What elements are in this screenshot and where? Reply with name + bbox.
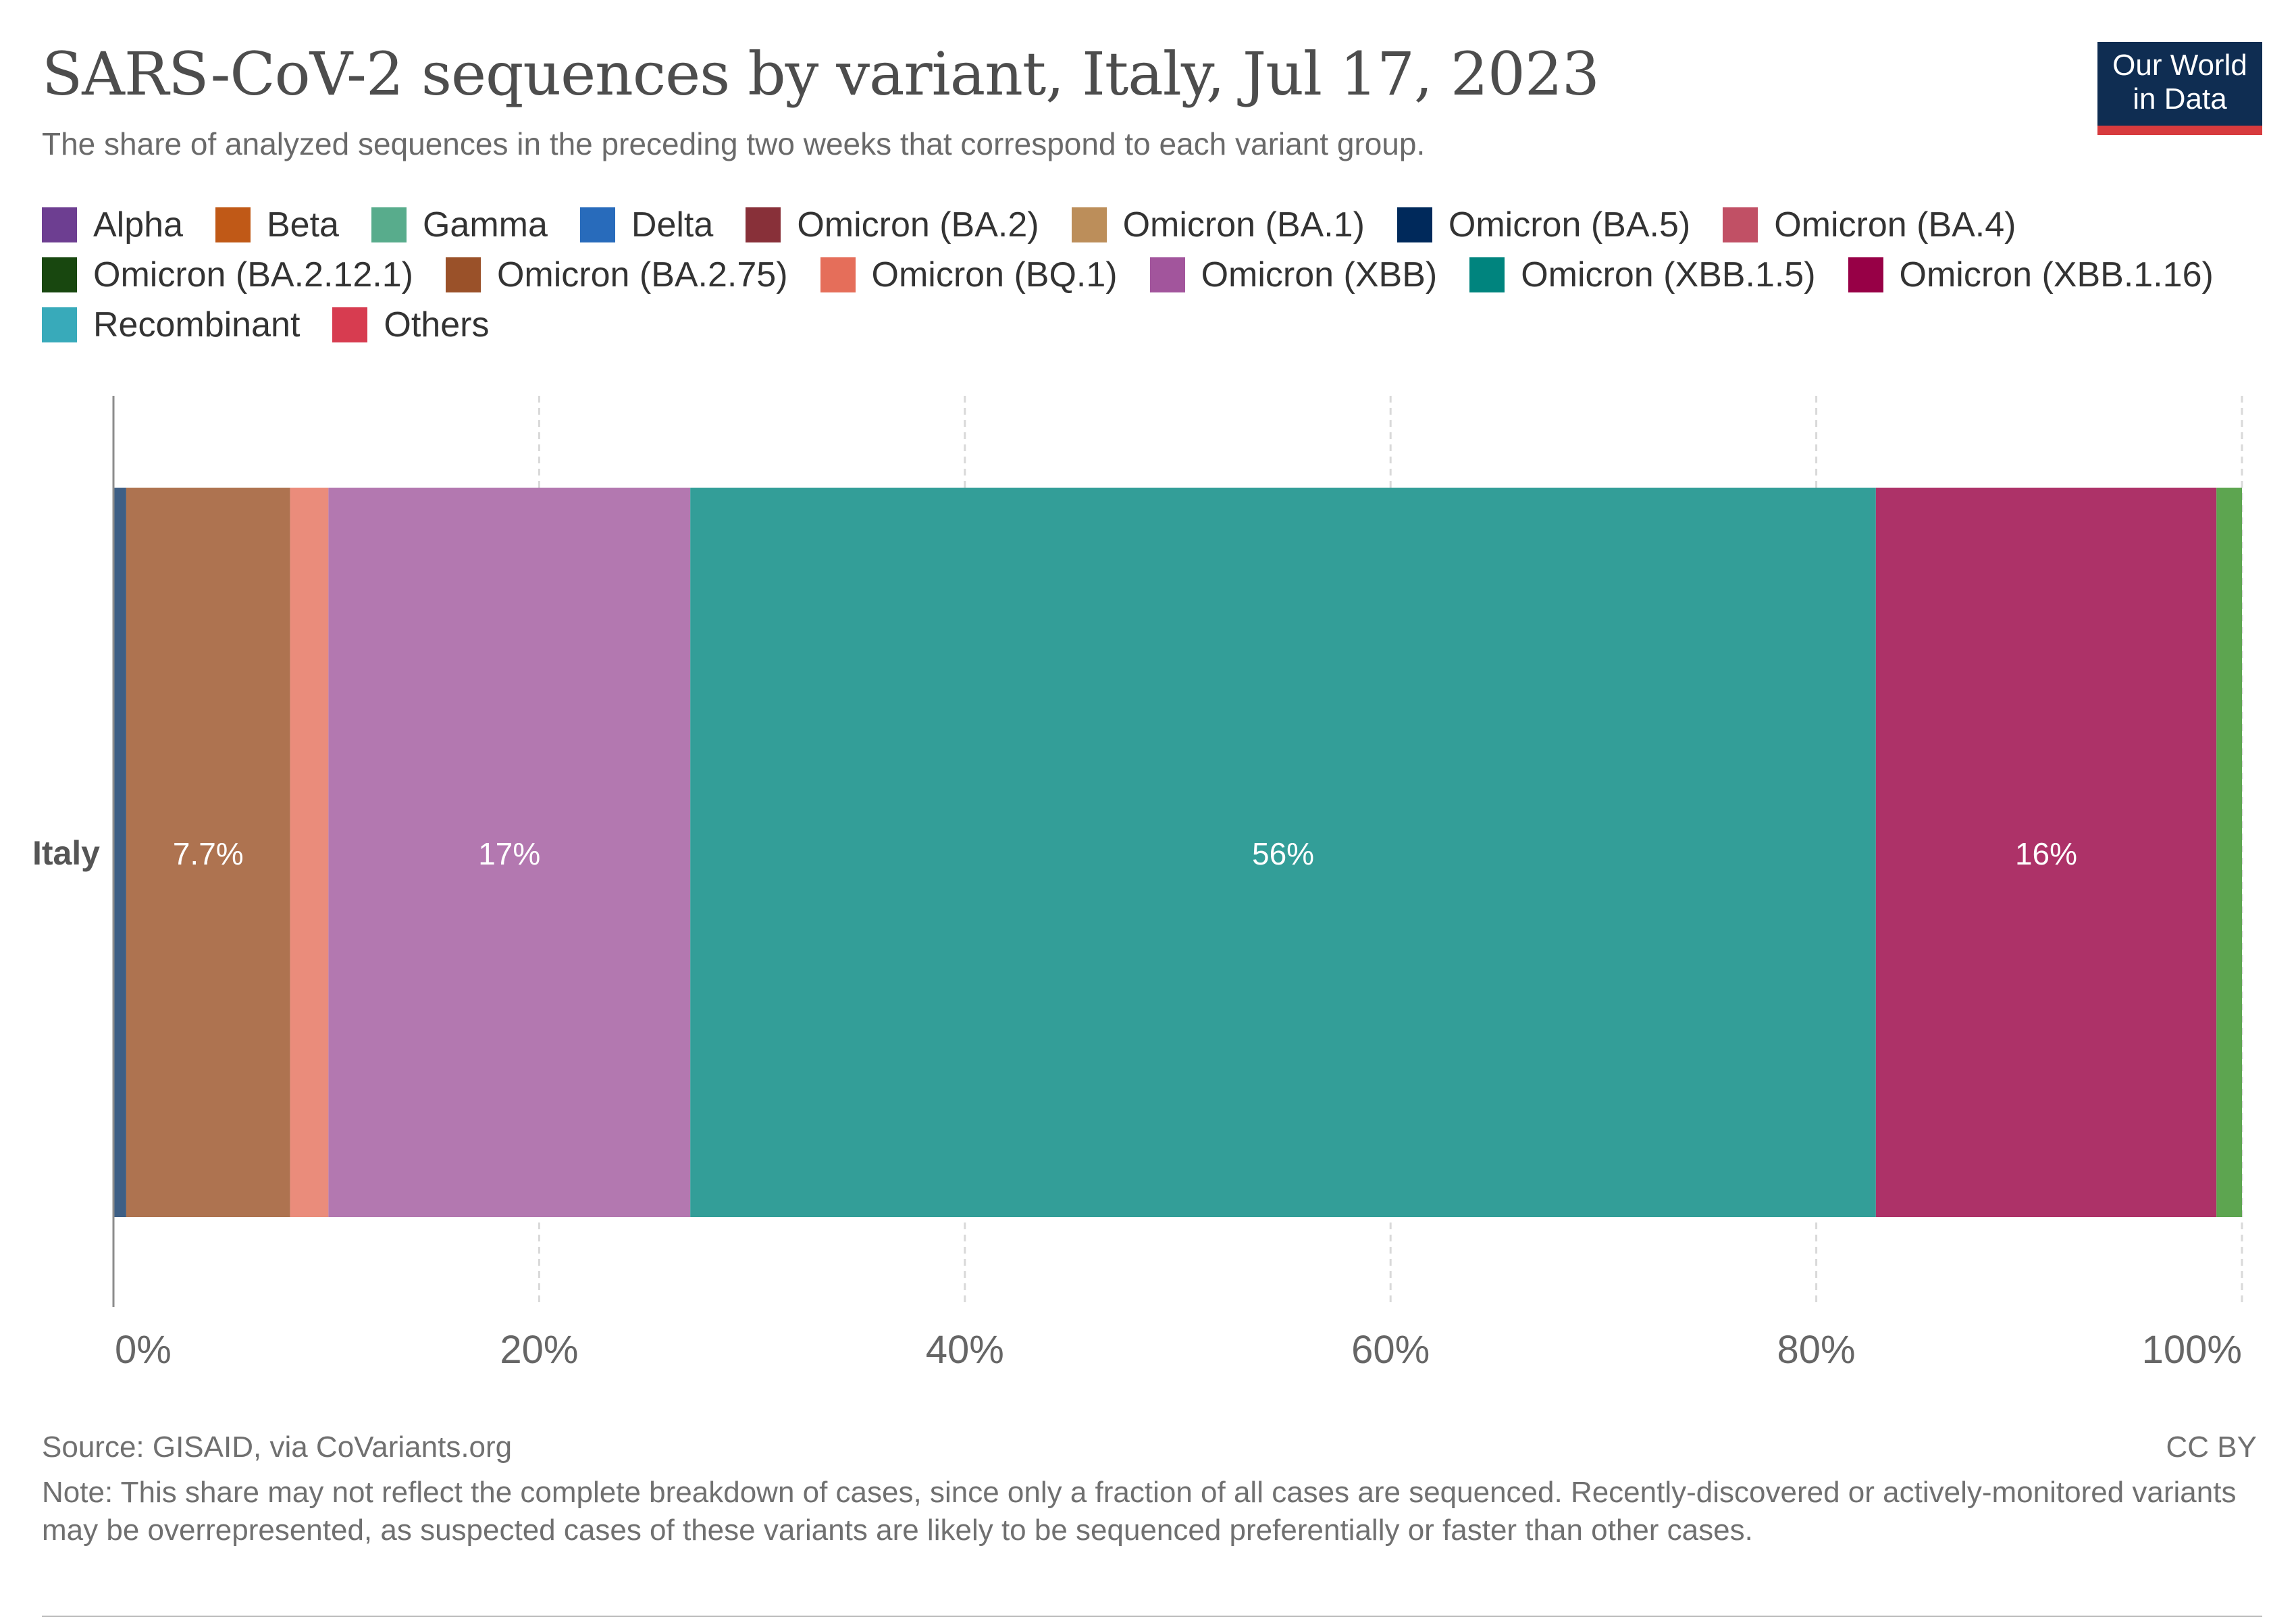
data-label: 17%: [478, 836, 540, 871]
bar-segment[interactable]: [290, 488, 329, 1217]
legend-item[interactable]: Omicron (XBB.1.5): [1469, 255, 1816, 295]
legend-swatch: [1469, 257, 1505, 292]
legend-swatch: [42, 207, 77, 242]
logo-line-2: in Data: [2133, 82, 2227, 115]
x-tick-label: 0%: [115, 1328, 172, 1372]
legend-label: Recombinant: [93, 305, 301, 344]
logo-accent-bar: [2097, 126, 2262, 135]
bar-segment[interactable]: [328, 488, 691, 1217]
legend-swatch: [1723, 207, 1758, 242]
data-label: 7.7%: [173, 836, 244, 871]
legend-item[interactable]: Recombinant: [42, 305, 300, 345]
legend-swatch: [42, 257, 77, 292]
legend-item[interactable]: Alpha: [42, 205, 183, 245]
chart-subtitle: The share of analyzed sequences in the p…: [42, 126, 1426, 161]
legend-label: Omicron (XBB.1.16): [1899, 255, 2214, 294]
legend-item[interactable]: Omicron (XBB): [1149, 255, 1438, 295]
legend-swatch: [1397, 207, 1432, 242]
legend-label: Omicron (BA.1): [1122, 205, 1365, 245]
legend-label: Omicron (BA.2.75): [496, 255, 788, 294]
legend-item[interactable]: Omicron (BQ.1): [820, 255, 1118, 295]
legend-swatch: [332, 307, 368, 342]
legend-label: Others: [384, 305, 490, 344]
legend-label: Omicron (BA.5): [1448, 205, 1691, 245]
legend-swatch: [1071, 207, 1107, 242]
logo-line-1: Our World: [2112, 49, 2247, 82]
category-label: Italy: [32, 834, 100, 872]
legend-label: Omicron (BA.2): [797, 205, 1039, 245]
legend-label: Alpha: [93, 205, 183, 245]
legend-label: Omicron (BA.2.12.1): [93, 255, 413, 294]
legend-label: Gamma: [422, 205, 548, 245]
bar-segment[interactable]: [1875, 488, 2217, 1217]
legend-item[interactable]: Others: [332, 305, 489, 345]
legend-item[interactable]: Omicron (XBB.1.16): [1848, 255, 2214, 295]
x-tick-label: 80%: [1777, 1328, 1856, 1372]
legend-label: Omicron (XBB): [1201, 255, 1438, 294]
bar-segment[interactable]: [126, 488, 290, 1217]
legend-item[interactable]: Omicron (BA.5): [1397, 205, 1690, 245]
license-link[interactable]: CC BY: [2166, 1431, 2257, 1464]
legend-swatch: [42, 307, 77, 342]
x-tick-label: 100%: [2142, 1328, 2242, 1372]
chart-title: SARS-CoV-2 sequences by variant, Italy, …: [42, 39, 1600, 109]
bar-segment[interactable]: [113, 488, 126, 1217]
bar-segment[interactable]: [2216, 488, 2242, 1217]
legend-label: Omicron (BQ.1): [871, 255, 1118, 294]
legend-swatch: [215, 207, 251, 242]
legend-item[interactable]: Omicron (BA.2.12.1): [42, 255, 413, 295]
legend-label: Omicron (XBB.1.5): [1521, 255, 1816, 294]
legend-swatch: [371, 207, 407, 242]
legend-item[interactable]: Omicron (BA.4): [1723, 205, 2016, 245]
x-tick-label: 60%: [1351, 1328, 1430, 1372]
bar-segment[interactable]: [690, 488, 1876, 1217]
legend-swatch: [820, 257, 856, 292]
legend-item[interactable]: Gamma: [371, 205, 548, 245]
data-label: 16%: [2015, 836, 2077, 871]
legend-item[interactable]: Omicron (BA.1): [1071, 205, 1365, 245]
legend-row: Omicron (BA.2.12.1) Omicron (BA.2.75) Omic…: [42, 250, 2257, 300]
legend-swatch: [1149, 257, 1185, 292]
legend-item[interactable]: Delta: [579, 205, 714, 245]
stacked-bar-chart: 0% 20% 40% 60% 80% 100% 7.7% 17% 56% 16% Italy: [32, 396, 2243, 1372]
chart-legend: Alpha Beta Gamma Delta Omicron (BA.2) Omicron…: [42, 200, 2257, 350]
legend-row: Alpha Beta Gamma Delta Omicron (BA.2) Omicron…: [42, 200, 2257, 250]
legend-item[interactable]: Omicron (BA.2): [746, 205, 1039, 245]
footer-divider: [42, 1616, 2262, 1617]
legend-swatch: [579, 207, 615, 242]
legend-swatch: [1848, 257, 1883, 292]
legend-label: Delta: [631, 205, 714, 245]
legend-swatch: [445, 257, 481, 292]
legend-item[interactable]: Omicron (BA.2.75): [445, 255, 788, 295]
x-tick-label: 20%: [500, 1328, 578, 1372]
footnote: Note: This share may not reflect the com…: [42, 1476, 2237, 1547]
legend-label: Omicron (BA.4): [1774, 205, 2016, 245]
x-tick-label: 40%: [926, 1328, 1004, 1372]
legend-item[interactable]: Beta: [215, 205, 339, 245]
source-note: Source: GISAID, via CoVariants.org: [42, 1431, 513, 1464]
legend-swatch: [746, 207, 781, 242]
legend-row: Recombinant Others: [42, 300, 2257, 350]
legend-label: Beta: [267, 205, 339, 245]
owid-logo[interactable]: Our World in Data: [2097, 42, 2262, 135]
data-label: 56%: [1252, 836, 1314, 871]
